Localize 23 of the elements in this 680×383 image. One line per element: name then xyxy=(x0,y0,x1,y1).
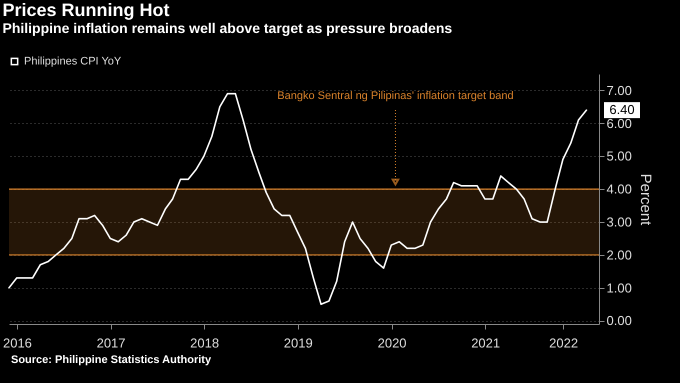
y-tick-label: 6.00 xyxy=(606,116,632,131)
line-series xyxy=(8,92,588,306)
y-tick-label: 7.00 xyxy=(606,82,632,98)
source-note: Source: Philippine Statistics Authority xyxy=(11,354,212,366)
x-tick-label: 2022 xyxy=(549,336,578,350)
x-tick-label: 2020 xyxy=(378,336,407,350)
y-axis-title: Percent xyxy=(636,174,654,226)
y-tick-label: 5.00 xyxy=(606,148,632,164)
y-tick-label: 0.00 xyxy=(606,313,632,328)
legend-label: Philippines CPI YoY xyxy=(24,56,122,68)
y-tick-label: 1.00 xyxy=(606,280,632,296)
y-tick-label: 4.00 xyxy=(606,182,632,197)
x-tick-label: 2018 xyxy=(190,336,220,350)
x-tick-label: 2021 xyxy=(471,336,500,350)
x-tick-label: 2019 xyxy=(284,336,313,350)
y-tick-label: 2.00 xyxy=(606,247,632,262)
y-tick-label: 3.00 xyxy=(606,214,632,230)
x-tick-label: 2016 xyxy=(2,336,32,350)
x-tick-label: 2017 xyxy=(96,336,126,350)
band-label: Bangko Sentral ng Pilipinas' inflation target band xyxy=(277,90,514,102)
chart-subtitle: Philippine inflation remains well above target as pressure broadens xyxy=(2,20,452,36)
chart-title: Prices Running Hot xyxy=(2,0,170,20)
data-label: 6.40 xyxy=(609,102,635,118)
